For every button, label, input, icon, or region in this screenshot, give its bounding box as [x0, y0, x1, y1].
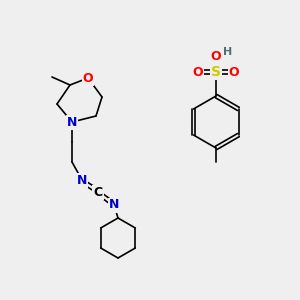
Text: H: H	[224, 47, 232, 57]
Text: N: N	[67, 116, 77, 128]
Text: S: S	[211, 65, 221, 79]
Text: N: N	[77, 173, 87, 187]
Text: C: C	[93, 185, 103, 199]
Text: O: O	[83, 71, 93, 85]
Text: O: O	[229, 65, 239, 79]
Text: O: O	[211, 50, 221, 64]
Text: O: O	[193, 65, 203, 79]
Text: N: N	[109, 199, 119, 212]
